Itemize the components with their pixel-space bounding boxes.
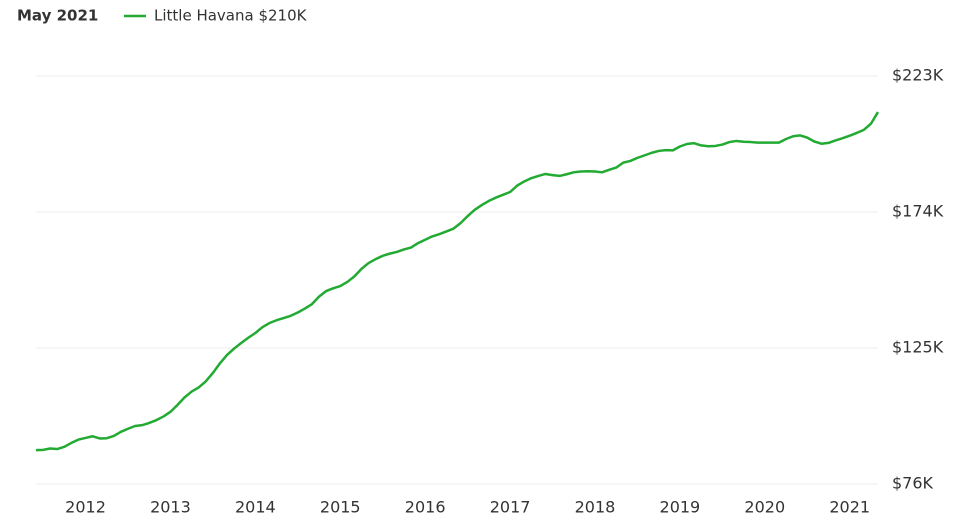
x-tick-label: 2012 xyxy=(65,498,106,517)
x-tick-label: 2021 xyxy=(829,498,870,517)
y-tick-label: $76K xyxy=(892,474,934,493)
x-tick-label: 2016 xyxy=(405,498,446,517)
date-label: May 2021 xyxy=(17,7,98,25)
y-tick-label: $223K xyxy=(892,66,944,85)
y-tick-label: $125K xyxy=(892,338,944,357)
x-tick-label: 2018 xyxy=(575,498,616,517)
legend-label: Little Havana $210K xyxy=(154,7,308,25)
line-series xyxy=(35,111,880,452)
x-tick-label: 2015 xyxy=(320,498,361,517)
x-tick-label: 2013 xyxy=(150,498,191,517)
y-tick-label: $174K xyxy=(892,202,944,221)
x-tick-label: 2019 xyxy=(660,498,701,517)
x-tick-label: 2020 xyxy=(744,498,785,517)
x-tick-label: 2017 xyxy=(490,498,531,517)
x-tick-label: 2014 xyxy=(235,498,276,517)
